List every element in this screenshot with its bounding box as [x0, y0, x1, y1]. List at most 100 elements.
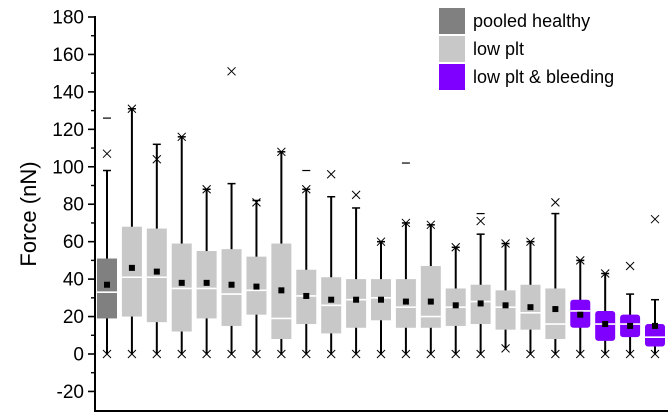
outlier-marker: [501, 239, 510, 248]
axes: -20 0 20 40 60 80 100 120 140 160 180: [52, 8, 668, 412]
box-item: [520, 237, 541, 359]
outlier-marker-stroke: [625, 261, 635, 271]
min-marker-stroke: [277, 349, 286, 359]
box-iqr: [97, 258, 117, 319]
min-marker-stroke: [102, 349, 112, 359]
mean-marker: [602, 321, 609, 328]
outlier-marker: [202, 184, 211, 194]
min-marker-stroke: [202, 349, 211, 359]
outlier-marker-stroke: [252, 197, 261, 207]
mean-marker: [452, 302, 459, 309]
min-marker: [152, 349, 162, 359]
mean-marker: [104, 281, 110, 288]
min-marker-stroke: [227, 349, 236, 359]
min-marker-stroke: [650, 349, 660, 359]
outlier-marker-stroke: [152, 154, 162, 164]
y-tick-label: 40: [63, 270, 84, 291]
outlier-marker: [351, 190, 361, 200]
box-item: [620, 261, 641, 359]
min-marker: [202, 349, 211, 359]
outlier-marker: [227, 66, 236, 76]
y-tick-label: 100: [52, 157, 84, 178]
outlier-marker-stroke: [526, 237, 535, 247]
y-tick-label: 20: [63, 307, 84, 328]
y-tick-label: -20: [57, 382, 84, 403]
min-marker-stroke: [376, 349, 386, 359]
legend: pooled healthy low plt low plt & bleeding: [439, 8, 614, 90]
min-marker-stroke: [451, 349, 461, 359]
box-iqr: [346, 279, 367, 328]
box-item: [121, 104, 142, 359]
outlier-marker-stroke: [301, 184, 311, 194]
box-item: [196, 184, 217, 359]
box-iqr: [171, 243, 192, 332]
mean-marker: [477, 300, 484, 307]
box-iqr: [121, 226, 142, 317]
outlier-marker: [476, 216, 485, 226]
min-marker-stroke: [501, 344, 510, 353]
min-marker: [426, 349, 436, 359]
min-marker: [277, 349, 286, 359]
legend-item: low plt & bleeding: [439, 64, 614, 90]
box-item: [545, 197, 566, 359]
box-iqr: [545, 288, 566, 340]
box-iqr: [645, 324, 665, 347]
min-marker-stroke: [351, 349, 361, 359]
mean-marker: [627, 322, 634, 329]
outlier-marker: [177, 132, 187, 142]
mean-marker: [353, 296, 360, 303]
box-item: [271, 147, 292, 359]
box-item: [171, 132, 192, 359]
box-item: [321, 169, 342, 359]
y-tick-label: 60: [63, 232, 84, 253]
y-tick-label: 80: [63, 195, 84, 216]
min-marker: [252, 349, 261, 359]
outlier-marker: [426, 220, 436, 230]
mean-marker: [378, 296, 384, 303]
outlier-marker: [301, 184, 311, 194]
outlier-marker-stroke: [102, 149, 112, 159]
box-item: [595, 269, 616, 359]
outlier-marker-stroke: [600, 269, 610, 278]
min-marker-stroke: [625, 349, 635, 359]
min-marker: [401, 349, 411, 359]
outlier-marker-stroke: [376, 237, 386, 247]
outlier-marker-stroke: [227, 66, 236, 76]
box-item: [146, 143, 167, 359]
outlier-marker: [127, 104, 137, 114]
y-tick-label: 140: [52, 82, 84, 103]
outlier-marker: [575, 256, 585, 265]
min-marker: [127, 349, 137, 359]
outlier-marker: [152, 154, 162, 164]
mean-marker: [402, 298, 409, 305]
boxes: [97, 66, 665, 359]
box-iqr: [146, 228, 167, 323]
mean-marker: [427, 298, 434, 305]
outlier-marker: [451, 242, 461, 252]
min-marker: [551, 349, 560, 359]
outlier-marker-stroke: [426, 220, 436, 230]
box-item: [420, 220, 441, 359]
y-tick-label: 180: [52, 8, 84, 29]
box-item: [395, 162, 416, 359]
outlier-marker-stroke: [177, 132, 187, 142]
outlier-marker: [376, 237, 386, 247]
legend-label: pooled healthy: [473, 11, 590, 31]
box-item: [371, 237, 391, 359]
mean-marker: [228, 281, 235, 288]
min-marker: [177, 349, 187, 359]
mean-marker: [502, 302, 509, 309]
min-marker-stroke: [326, 349, 336, 359]
outlier-marker-stroke: [501, 239, 510, 248]
mean-marker: [303, 292, 310, 299]
legend-label: low plt & bleeding: [473, 67, 614, 87]
box-iqr: [420, 266, 441, 328]
min-marker: [575, 349, 585, 359]
min-marker: [102, 349, 112, 359]
box-item: [97, 117, 117, 359]
min-marker-stroke: [127, 349, 137, 359]
mean-marker: [178, 279, 185, 286]
outlier-marker-stroke: [575, 256, 585, 265]
min-marker: [526, 349, 535, 359]
outlier-marker: [551, 197, 560, 207]
